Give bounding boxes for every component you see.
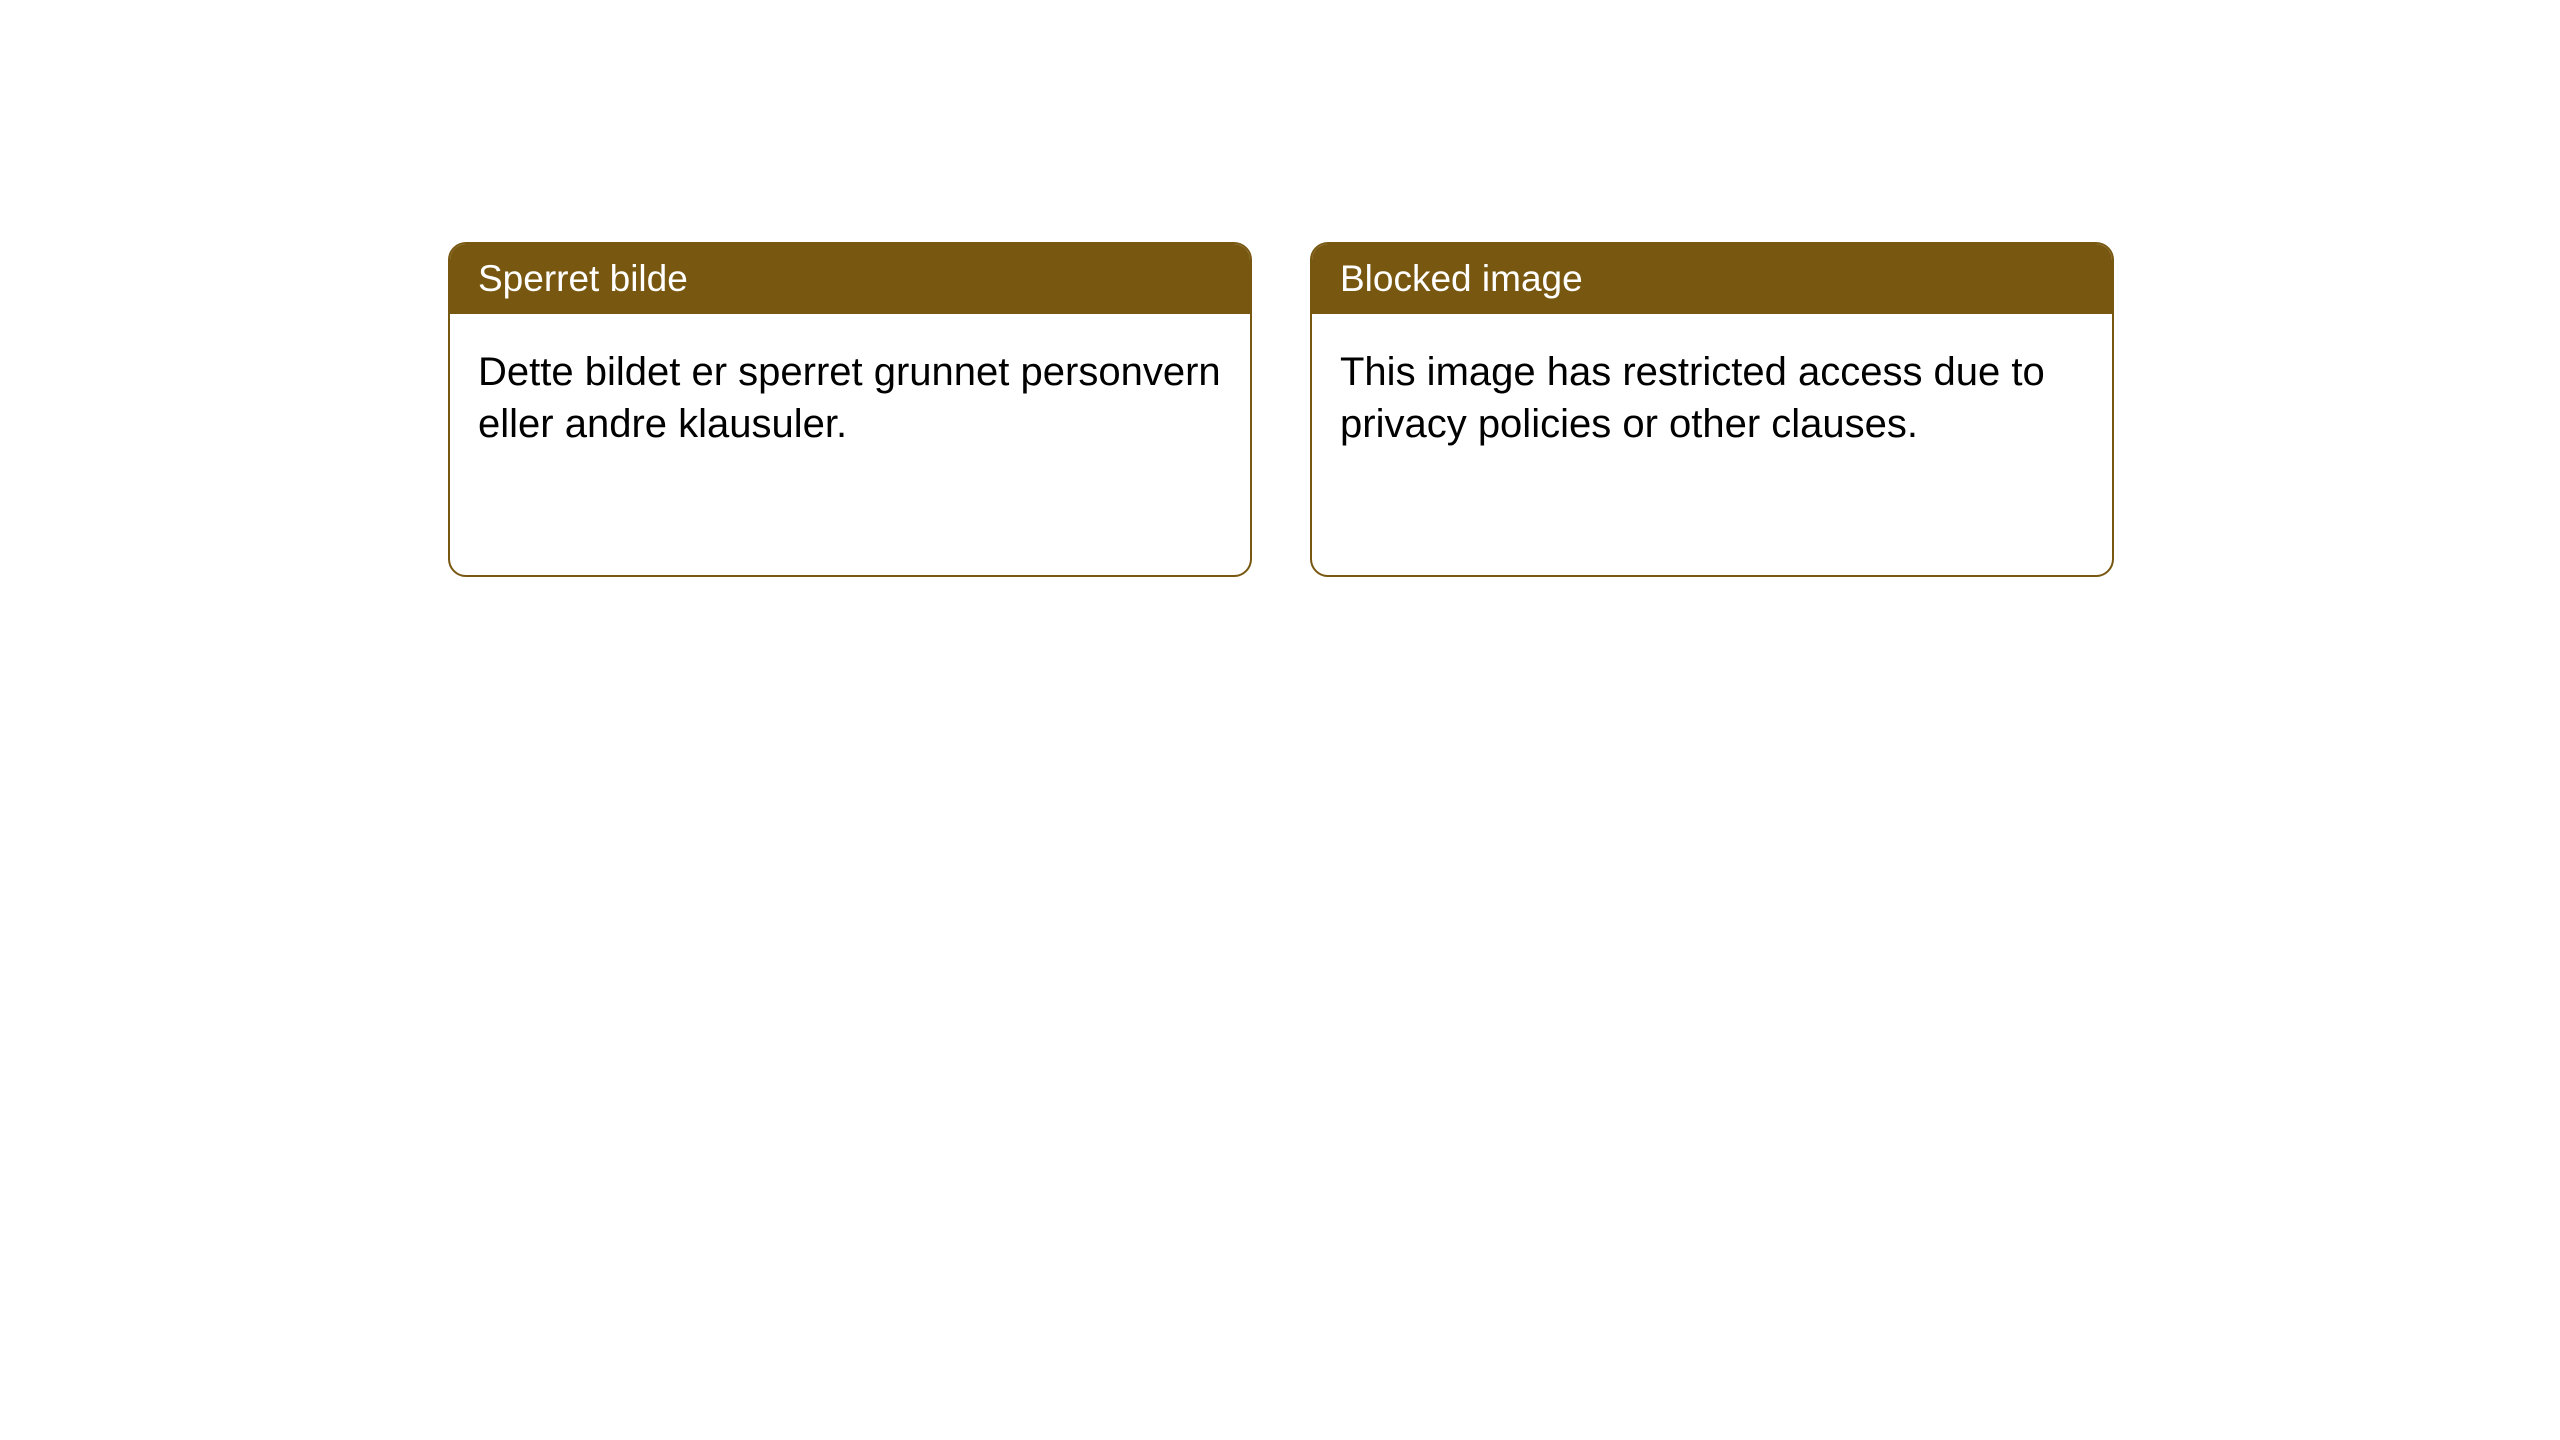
notice-body-norwegian: Dette bildet er sperret grunnet personve…	[450, 314, 1250, 482]
notice-card-norwegian: Sperret bilde Dette bildet er sperret gr…	[448, 242, 1252, 577]
notice-card-english: Blocked image This image has restricted …	[1310, 242, 2114, 577]
notice-body-english: This image has restricted access due to …	[1312, 314, 2112, 482]
notice-title-english: Blocked image	[1312, 244, 2112, 314]
notice-title-norwegian: Sperret bilde	[450, 244, 1250, 314]
notice-container: Sperret bilde Dette bildet er sperret gr…	[0, 0, 2560, 577]
